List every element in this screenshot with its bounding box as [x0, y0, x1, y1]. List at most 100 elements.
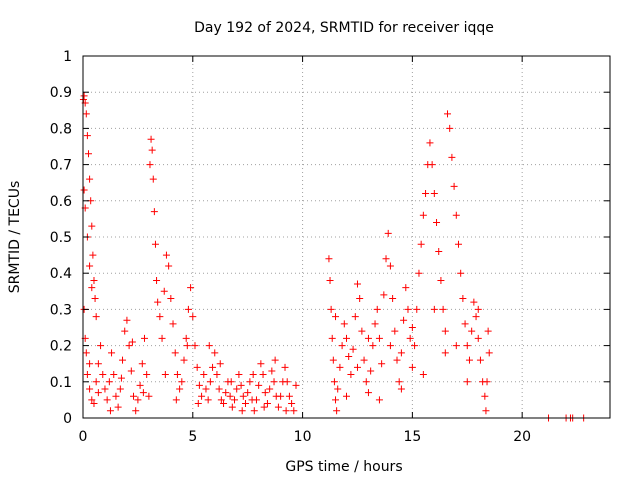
data-point [343, 334, 350, 342]
data-point [422, 190, 430, 198]
data-point [332, 396, 340, 404]
data-point [162, 251, 170, 259]
data-point [146, 161, 154, 169]
data-point [261, 389, 269, 397]
data-point [452, 342, 460, 350]
data-point [474, 305, 482, 313]
data-point [465, 356, 473, 364]
data-point [459, 295, 467, 303]
data-point [395, 378, 403, 386]
data-point [191, 342, 199, 350]
data-point [378, 360, 386, 368]
data-point [105, 378, 113, 386]
data-point [84, 150, 92, 158]
data-point [406, 334, 414, 342]
data-point [444, 110, 452, 118]
data-point [132, 407, 140, 415]
data-point [86, 360, 94, 368]
data-point [139, 389, 147, 397]
data-point [353, 363, 361, 371]
data-point [97, 342, 105, 350]
data-point [173, 371, 181, 379]
data-point [80, 186, 88, 194]
data-point [417, 240, 425, 248]
data-point [259, 371, 267, 379]
data-point [125, 342, 133, 350]
data-point [338, 342, 346, 350]
data-point [99, 371, 107, 379]
data-point [463, 342, 471, 350]
data-point [260, 403, 268, 411]
data-point [160, 287, 168, 295]
data-point [430, 190, 438, 198]
data-point [83, 371, 91, 379]
data-point [277, 392, 285, 400]
data-point [290, 407, 298, 415]
data-point [450, 182, 458, 190]
y-tick-label: 0.1 [50, 375, 72, 391]
data-point [153, 276, 161, 284]
data-point [241, 400, 249, 408]
data-point [110, 371, 118, 379]
data-point [211, 349, 219, 357]
data-point [117, 374, 125, 382]
data-point [330, 378, 338, 386]
data-point [345, 352, 353, 360]
data-point [86, 262, 94, 270]
data-point [205, 342, 213, 350]
data-point [270, 378, 278, 386]
data-point [360, 356, 368, 364]
y-tick-label: 1 [63, 49, 72, 65]
data-point [180, 356, 188, 364]
data-point [446, 124, 454, 132]
data-point [156, 313, 164, 321]
data-point [116, 385, 124, 393]
data-point [404, 305, 412, 313]
data-point [333, 407, 341, 415]
data-point [171, 349, 179, 357]
data-point [92, 313, 100, 321]
data-point [402, 284, 410, 292]
data-point [88, 396, 96, 404]
y-tick-label: 0.4 [50, 266, 72, 282]
data-point [397, 385, 405, 393]
data-point [128, 338, 136, 346]
x-tick-label: 15 [403, 429, 421, 445]
data-point [393, 356, 401, 364]
data-point [235, 371, 243, 379]
data-point [349, 345, 357, 353]
data-point [140, 334, 148, 342]
data-point [86, 175, 94, 183]
data-point [336, 363, 344, 371]
data-point [400, 316, 408, 324]
data-point [91, 295, 99, 303]
x-tick-label: 0 [79, 429, 88, 445]
data-point [143, 371, 151, 379]
data-point [343, 392, 350, 400]
data-point [147, 135, 155, 143]
data-point [364, 389, 372, 397]
data-point [184, 305, 192, 313]
data-point [165, 262, 173, 270]
x-tick-label: 5 [188, 429, 197, 445]
data-point [367, 367, 375, 375]
x-tick-label: 10 [294, 429, 312, 445]
data-point [271, 356, 279, 364]
data-point [325, 255, 333, 263]
data-point [454, 240, 462, 248]
data-point [239, 392, 247, 400]
data-point [441, 349, 449, 357]
data-point [327, 305, 335, 313]
data-point [90, 400, 98, 408]
data-point [246, 378, 254, 386]
data-point [415, 269, 423, 277]
data-point [200, 371, 208, 379]
data-point [154, 298, 162, 306]
data-point [347, 371, 355, 379]
data-point [283, 378, 291, 386]
data-point [238, 407, 246, 415]
data-point [334, 385, 342, 393]
data-point [226, 392, 234, 400]
